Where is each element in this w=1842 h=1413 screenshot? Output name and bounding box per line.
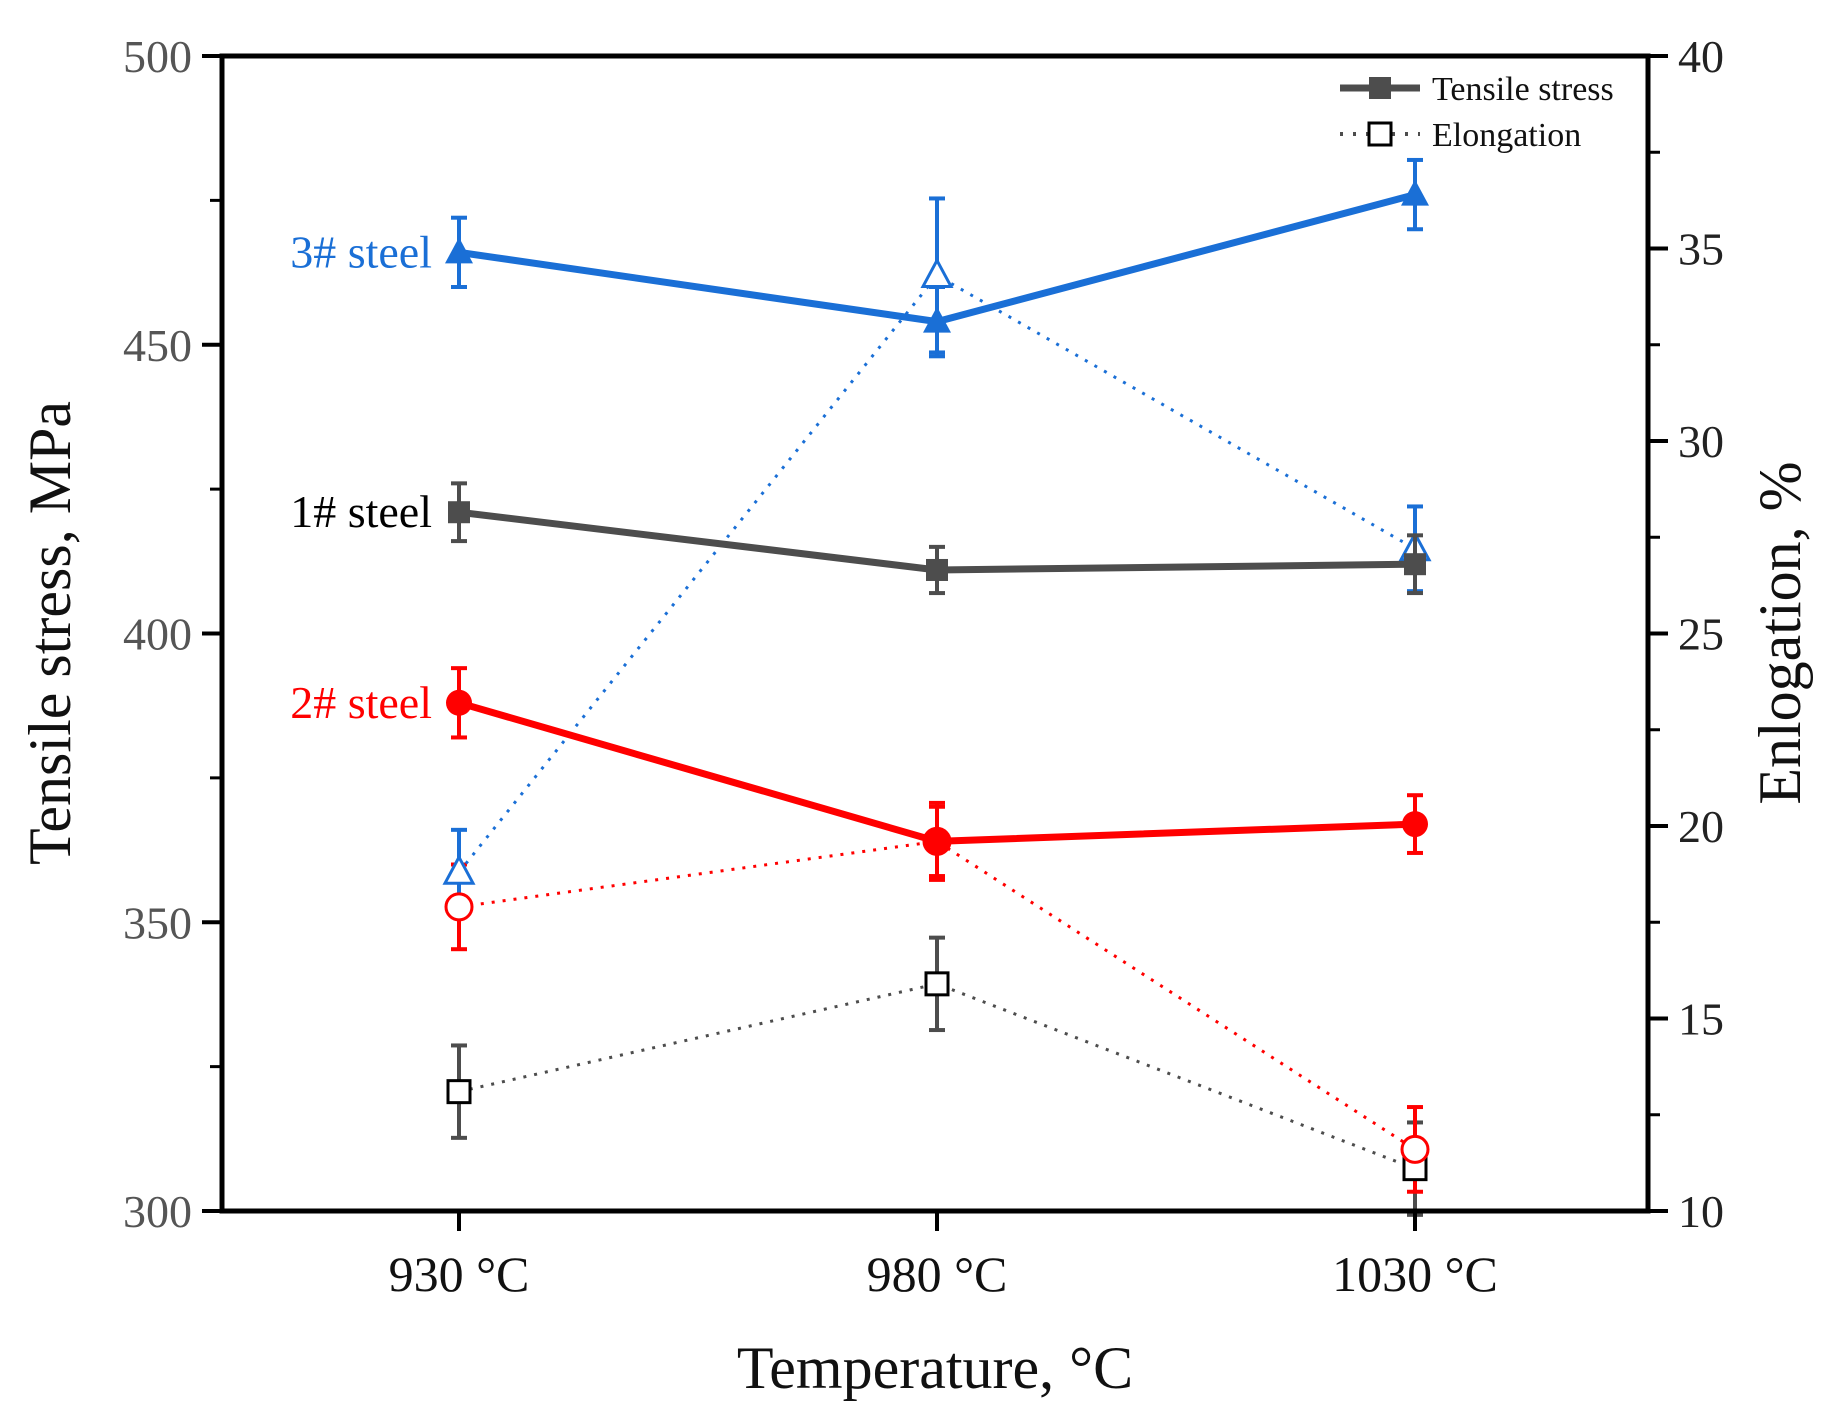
x-axis-title: Temperature, °C: [737, 1335, 1133, 1401]
y-right-tick-label: 40: [1678, 31, 1724, 82]
legend: Tensile stress Elongation: [1340, 71, 1614, 154]
tensile-point: [1401, 179, 1429, 206]
tensile-point: [923, 306, 951, 333]
x-tick-label: 930 °C: [389, 1246, 530, 1302]
axis-layer: 300 350 400 450 500 10 15 20 25 30 35 40 930 °C 980 °…: [123, 31, 1724, 1302]
legend-elongation-marker: [1367, 121, 1393, 147]
series-label: 2# steel: [290, 677, 432, 728]
elongation-point: [446, 1079, 472, 1105]
tensile-point: [445, 237, 473, 264]
elongation-point: [444, 892, 474, 922]
series-label: 1# steel: [290, 486, 432, 537]
series-label: 3# steel: [290, 226, 432, 277]
legend-tensile-marker: [1369, 77, 1391, 99]
tensile-point: [924, 828, 950, 855]
legend-elongation-label: Elongation: [1432, 117, 1581, 154]
elongation-line-series-3: [457, 273, 1416, 874]
y-right-tick-label: 25: [1678, 609, 1724, 660]
elongation-point: [924, 971, 950, 997]
tensile-point: [448, 501, 470, 524]
tensile-point: [446, 689, 472, 716]
y-left-tick-label: 450: [123, 320, 192, 371]
y-right-tick-label: 10: [1678, 1186, 1724, 1237]
y-right-tick-label: 20: [1678, 801, 1724, 852]
elongation-point: [442, 854, 476, 885]
tensile-point: [1404, 553, 1426, 576]
plot-layer: 1# steel 2# steel 3# steel: [290, 157, 1432, 1217]
elongation-point: [1400, 1134, 1430, 1164]
y-right-tick-label: 30: [1678, 416, 1724, 467]
y-right-tick-label: 35: [1678, 224, 1724, 275]
tensile-point: [1402, 811, 1428, 838]
y-axis-right-title: Enlogation, %: [1747, 461, 1813, 804]
elongation-point: [920, 257, 954, 288]
x-tick-label: 980 °C: [867, 1246, 1008, 1302]
y-left-tick-label: 300: [123, 1186, 192, 1237]
x-tick-label: 1030 °C: [1332, 1246, 1498, 1302]
tensile-point: [926, 558, 948, 581]
y-right-tick-label: 15: [1678, 994, 1724, 1045]
y-left-tick-label: 400: [123, 609, 192, 660]
y-left-tick-label: 500: [123, 31, 192, 82]
legend-tensile-label: Tensile stress: [1432, 71, 1614, 108]
y-axis-left-title: Tensile stress, MPa: [17, 401, 83, 865]
y-left-tick-label: 350: [123, 897, 192, 948]
